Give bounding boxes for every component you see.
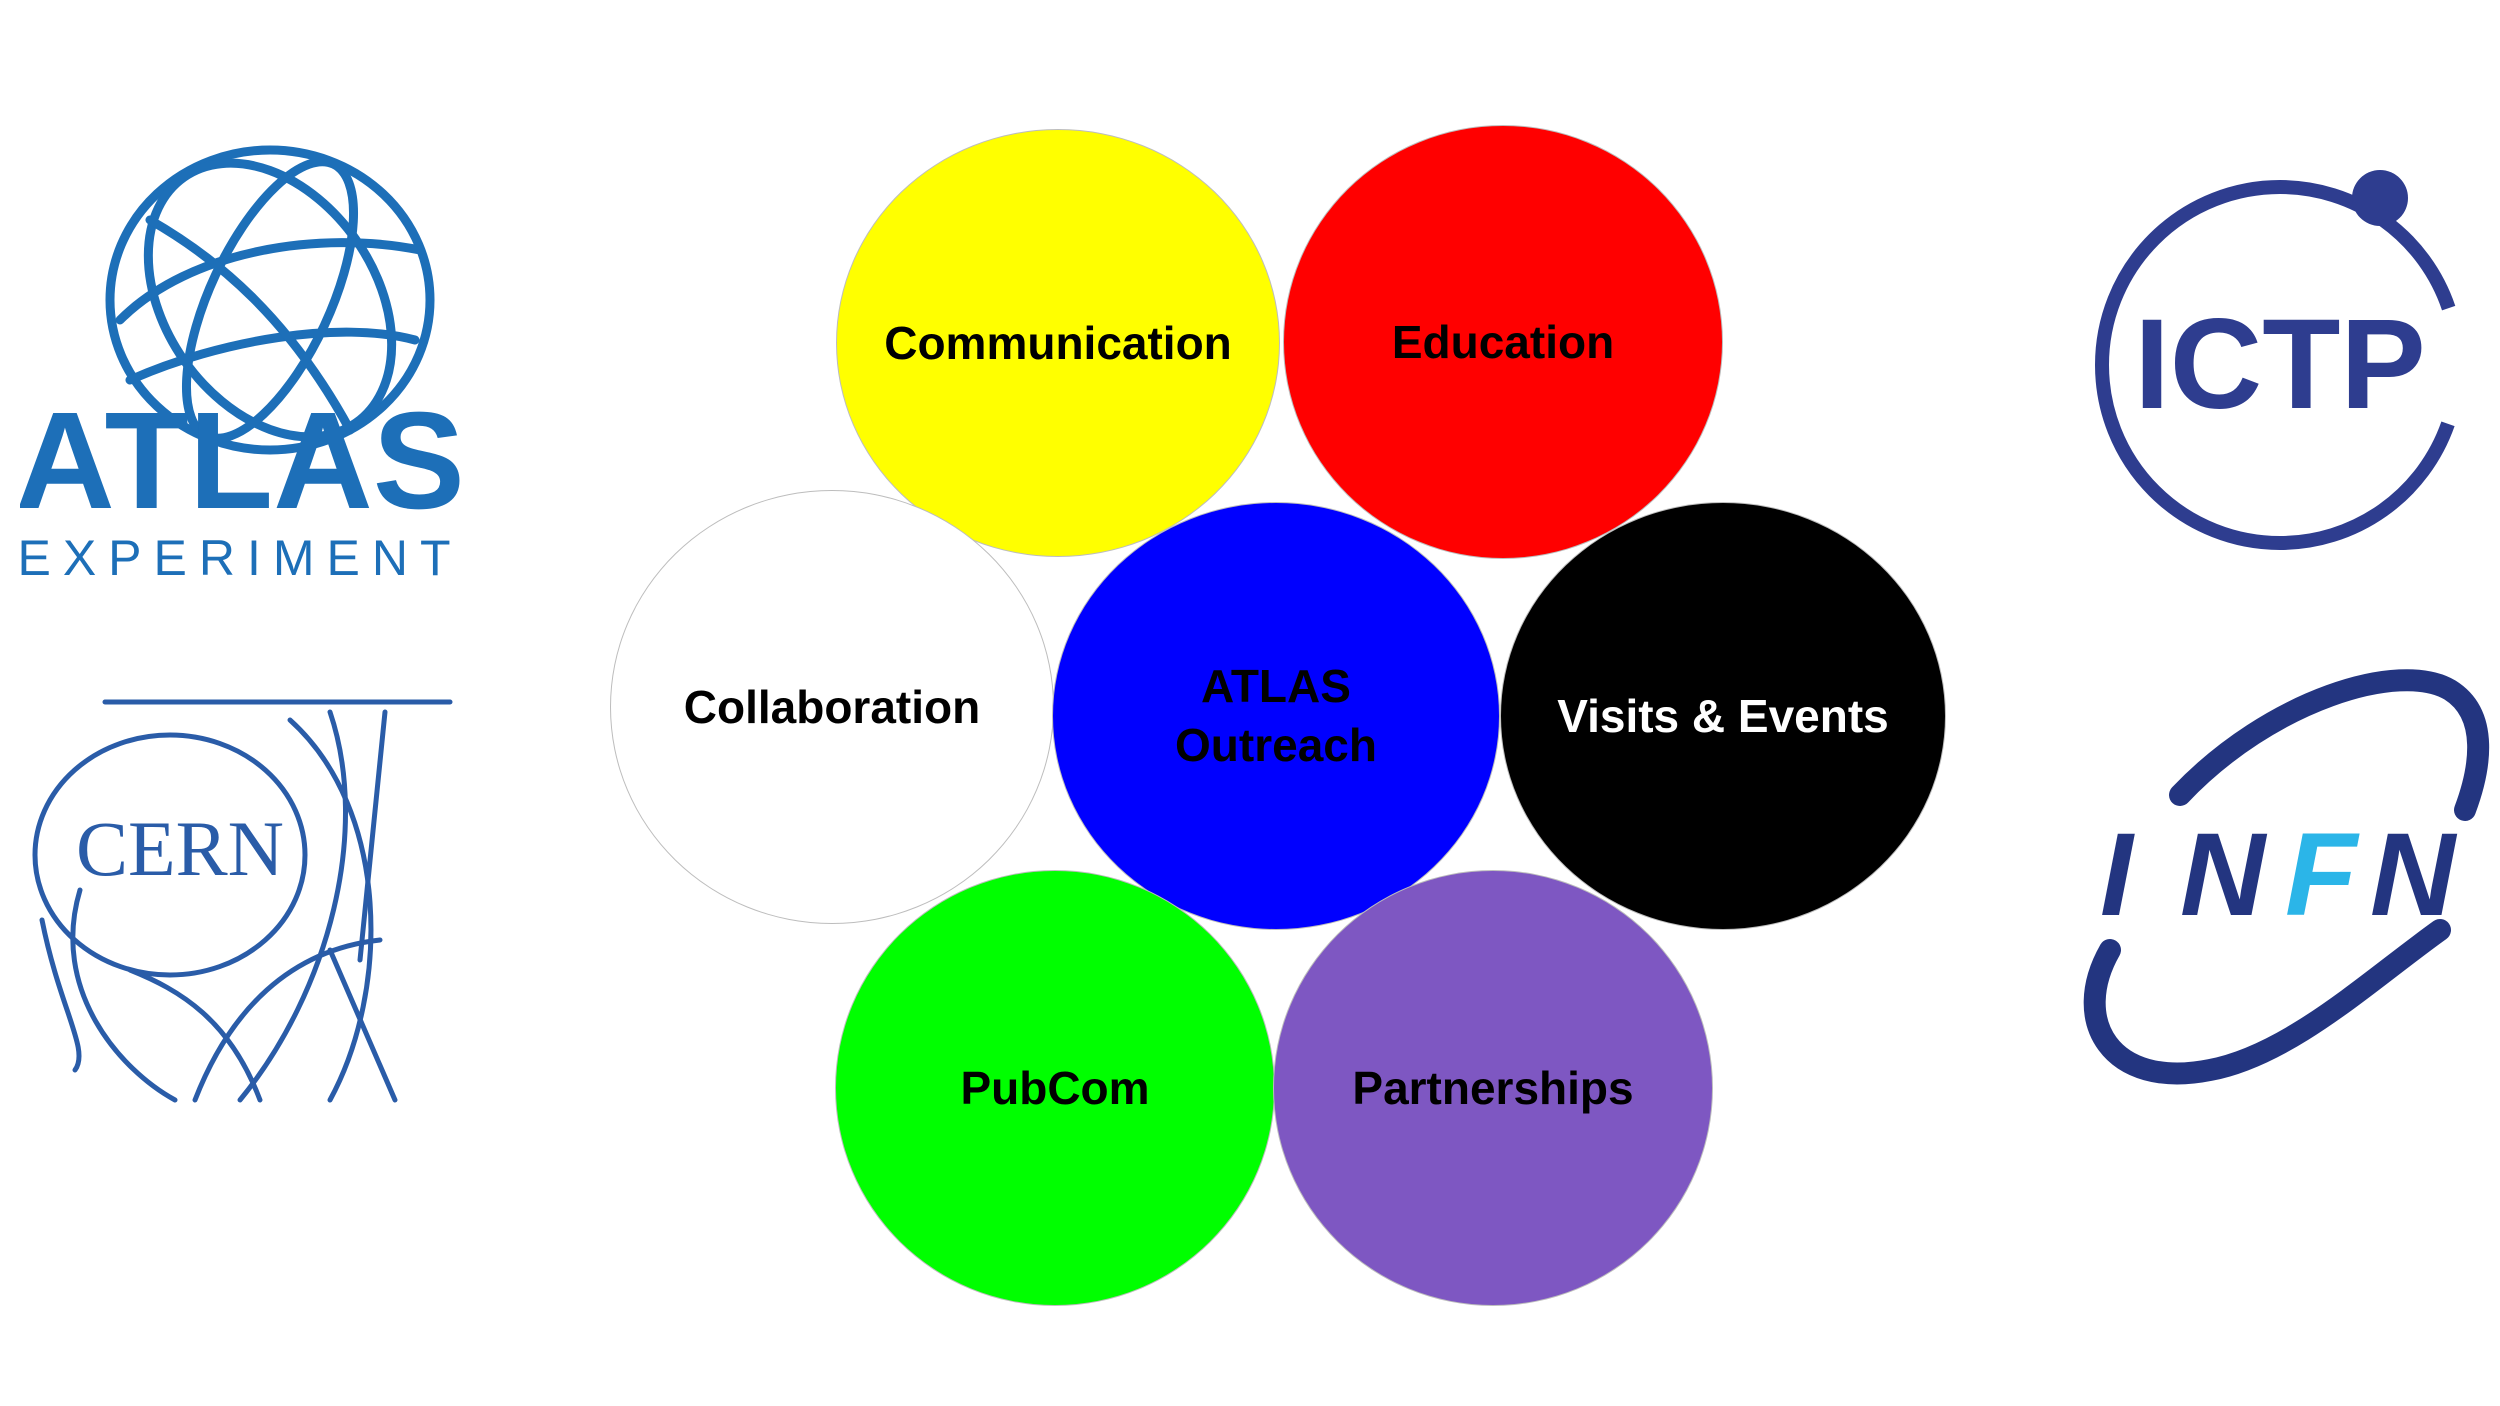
ictp-orbit-dot-icon	[2352, 170, 2408, 226]
atlas-experiment-logo: ATLAS EXPERIMENT	[20, 145, 460, 586]
circle-communication: Communication	[836, 129, 1280, 557]
circle-communication-label: Communication	[884, 316, 1232, 369]
cern-logo-name: CERN	[76, 805, 284, 892]
circle-visits-events-label: Visits & Events	[1557, 689, 1889, 742]
atlas-logo-subtitle: EXPERIMENT	[20, 530, 460, 586]
circle-pubcom: PubCom	[835, 870, 1275, 1306]
infn-letter-f: F	[2285, 809, 2360, 941]
ictp-logo: ICTP	[2095, 170, 2465, 550]
circle-atlas-outreach-label: ATLAS Outreach	[1175, 660, 1377, 771]
infn-logo: I N F N	[2083, 669, 2490, 1085]
circle-education-label: Education	[1391, 315, 1615, 368]
circle-partnerships-label: Partnerships	[1352, 1061, 1634, 1114]
circle-visits-events: Visits & Events	[1500, 502, 1946, 930]
circle-education: Education	[1283, 125, 1723, 559]
circle-pubcom-label: PubCom	[960, 1061, 1150, 1114]
circle-atlas-outreach: ATLAS Outreach	[1052, 502, 1500, 930]
atlas-logo-name: ATLAS	[20, 384, 460, 538]
circle-collaboration-label: Collaboration	[683, 680, 981, 733]
circle-collaboration: Collaboration	[610, 490, 1054, 924]
circle-partnerships: Partnerships	[1273, 870, 1713, 1306]
infn-letter-n1: N	[2180, 809, 2268, 941]
ictp-logo-name: ICTP	[2134, 293, 2426, 436]
infn-letter-i: I	[2100, 809, 2135, 941]
infn-letter-n2: N	[2370, 809, 2458, 941]
cern-logo: CERN	[32, 699, 453, 1103]
